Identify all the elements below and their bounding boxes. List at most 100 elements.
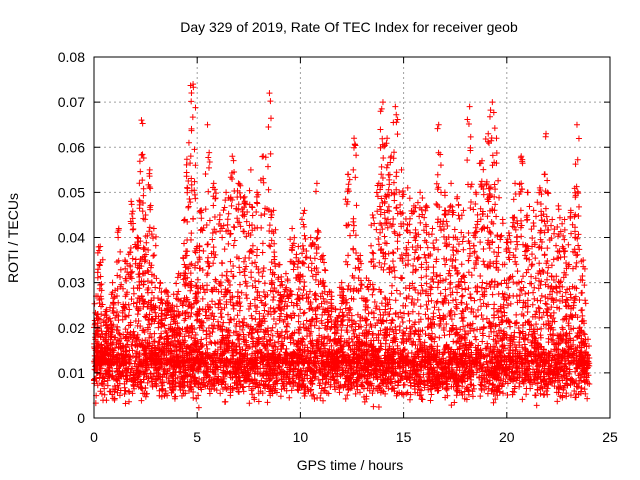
data-point-2182 (114, 382, 121, 389)
data-point-4585 (236, 264, 243, 271)
data-point-1664 (163, 370, 170, 377)
data-point-2016 (464, 384, 471, 391)
data-point-4389 (202, 171, 209, 178)
data-point-4811 (266, 90, 273, 97)
data-point-2360 (219, 379, 226, 386)
data-point-813 (235, 388, 242, 395)
data-point-2236 (578, 384, 585, 391)
data-point-1085 (317, 380, 324, 387)
data-point-2261 (486, 377, 493, 384)
data-point-2401 (563, 375, 570, 382)
data-point-2091 (573, 364, 580, 371)
data-point-1589 (344, 392, 351, 399)
data-point-4677 (249, 212, 256, 219)
data-point-2156 (408, 382, 415, 389)
data-point-4493 (221, 246, 228, 253)
data-point-4714 (252, 259, 259, 266)
data-point-4117 (173, 280, 180, 287)
data-point-1507 (525, 365, 532, 372)
data-point-2413 (308, 377, 315, 384)
data-point-4694 (255, 269, 262, 276)
data-point-2249 (114, 367, 121, 374)
data-point-4265 (188, 181, 195, 188)
data-point-1145 (301, 375, 308, 382)
data-point-828 (420, 371, 427, 378)
data-point-2038 (261, 382, 268, 389)
data-point-1073 (506, 366, 513, 373)
data-point-4450 (219, 272, 226, 279)
data-point-1710 (501, 368, 508, 375)
data-point-2143 (509, 391, 516, 398)
data-point-1569 (133, 363, 140, 370)
data-point-1555 (305, 364, 312, 371)
data-point-3952 (150, 252, 157, 259)
data-point-2023 (104, 377, 111, 384)
data-point-3978 (152, 309, 159, 316)
data-point-1017 (462, 378, 469, 385)
data-point-4409 (210, 202, 217, 209)
data-point-2306 (461, 395, 468, 402)
data-point-1737 (277, 393, 284, 400)
data-point-4513 (224, 221, 231, 228)
data-point-2064 (278, 376, 285, 383)
data-point-2968 (130, 290, 137, 297)
data-point-2602 (399, 319, 406, 326)
data-point-1731 (485, 385, 492, 392)
data-point-3544 (94, 274, 101, 281)
data-point-1978 (383, 364, 390, 371)
data-point-4378 (206, 149, 213, 156)
data-point-3816 (134, 311, 141, 318)
data-point-4750 (260, 179, 267, 186)
data-point-930 (490, 391, 497, 398)
data-point-2021 (462, 367, 469, 374)
data-point-1579 (195, 392, 202, 399)
data-point-2339 (298, 370, 305, 377)
data-point-589 (334, 373, 341, 380)
data-point-3862 (136, 205, 143, 212)
data-point-1803 (98, 365, 105, 372)
data-point-4376 (204, 282, 211, 289)
data-point-89 (320, 397, 327, 404)
data-point-2368 (182, 390, 189, 397)
data-point-1806 (467, 373, 474, 380)
data-point-4647 (241, 193, 248, 200)
data-point-412 (171, 393, 178, 400)
data-point-1969 (190, 367, 197, 374)
data-point-1783 (568, 377, 575, 384)
data-point-2279 (159, 387, 166, 394)
data-point-3985 (151, 330, 158, 337)
data-point-4274 (188, 98, 195, 105)
data-point-2234 (122, 387, 129, 394)
data-point-4706 (253, 208, 260, 215)
data-point-1873 (413, 371, 420, 378)
data-point-2665 (91, 300, 98, 307)
data-point-505 (516, 380, 523, 387)
data-point-1691 (353, 376, 360, 383)
data-point-2108 (336, 385, 343, 392)
data-point-4386 (204, 241, 211, 248)
data-point-4553 (227, 258, 234, 265)
data-point-2221 (484, 363, 491, 370)
data-point-4605 (234, 194, 241, 201)
data-point-1384 (434, 385, 441, 392)
data-point-2231 (520, 378, 527, 385)
data-point-1246 (100, 397, 107, 404)
data-point-4474 (218, 314, 225, 321)
data-point-4230 (187, 199, 194, 206)
data-point-4394 (206, 158, 213, 165)
data-point-2211 (425, 370, 432, 377)
data-point-2441 (543, 388, 550, 395)
data-point-2329 (270, 363, 277, 370)
data-point-4282 (194, 276, 201, 283)
data-point-328 (582, 390, 589, 397)
data-point-2334 (490, 373, 497, 380)
data-point-2012 (370, 403, 377, 410)
data-point-359 (311, 395, 318, 402)
data-point-3856 (136, 158, 143, 165)
data-point-3581 (97, 243, 104, 250)
data-point-3753 (127, 245, 134, 252)
data-point-2423 (528, 376, 535, 383)
data-point-4471 (218, 259, 225, 266)
data-point-2402 (367, 380, 374, 387)
data-point-2137 (299, 382, 306, 389)
